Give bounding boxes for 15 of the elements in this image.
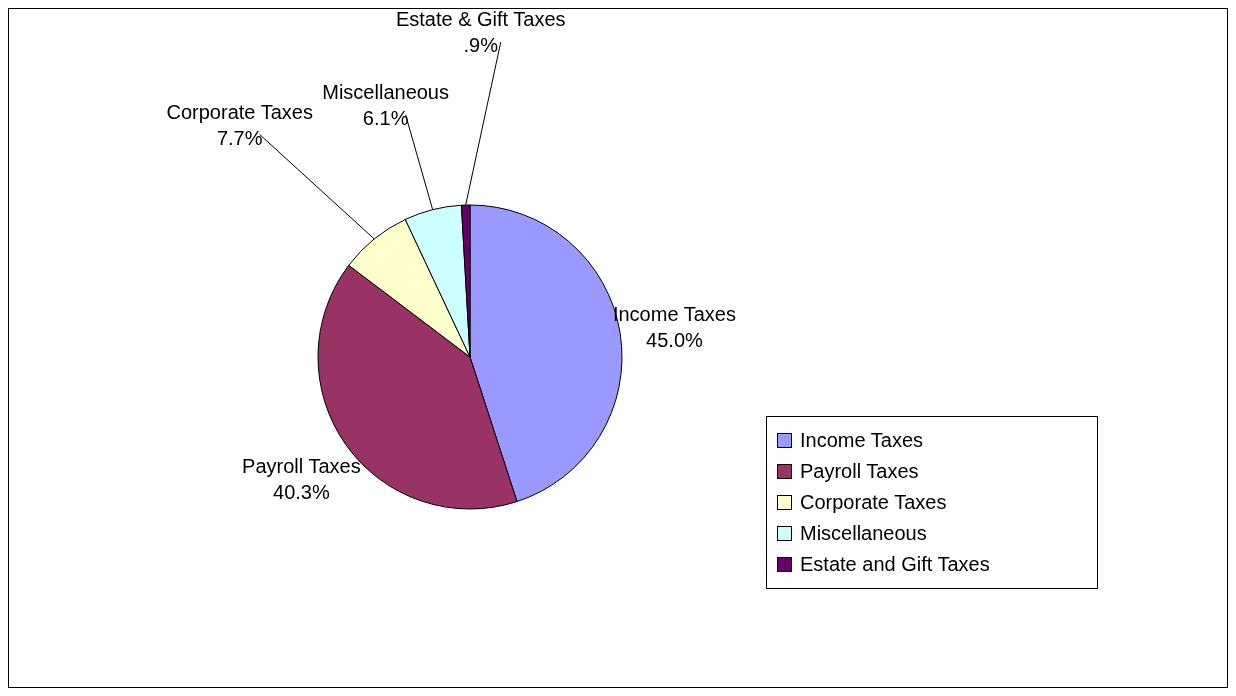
text: Estate & Gift Taxes (395, 8, 566, 31)
legend-label: Corporate Taxes (800, 491, 947, 514)
legend-label: Income Taxes (800, 429, 924, 452)
legend-label: Estate and Gift Taxes (800, 553, 990, 576)
legend-label: Miscellaneous (800, 522, 927, 545)
text: Corporate Taxes (166, 100, 313, 123)
data-label: 6.1% (362, 107, 409, 130)
data-label: 45.0% (646, 328, 704, 351)
data-label: 7.7% (216, 126, 263, 149)
text: Miscellaneous (322, 81, 450, 104)
text: Income Taxes (612, 302, 736, 325)
data-label: .9% (463, 34, 499, 57)
data-label: 40.3% (273, 481, 330, 504)
text: Payroll Taxes (242, 455, 361, 478)
legend-label: Payroll Taxes (800, 460, 919, 483)
